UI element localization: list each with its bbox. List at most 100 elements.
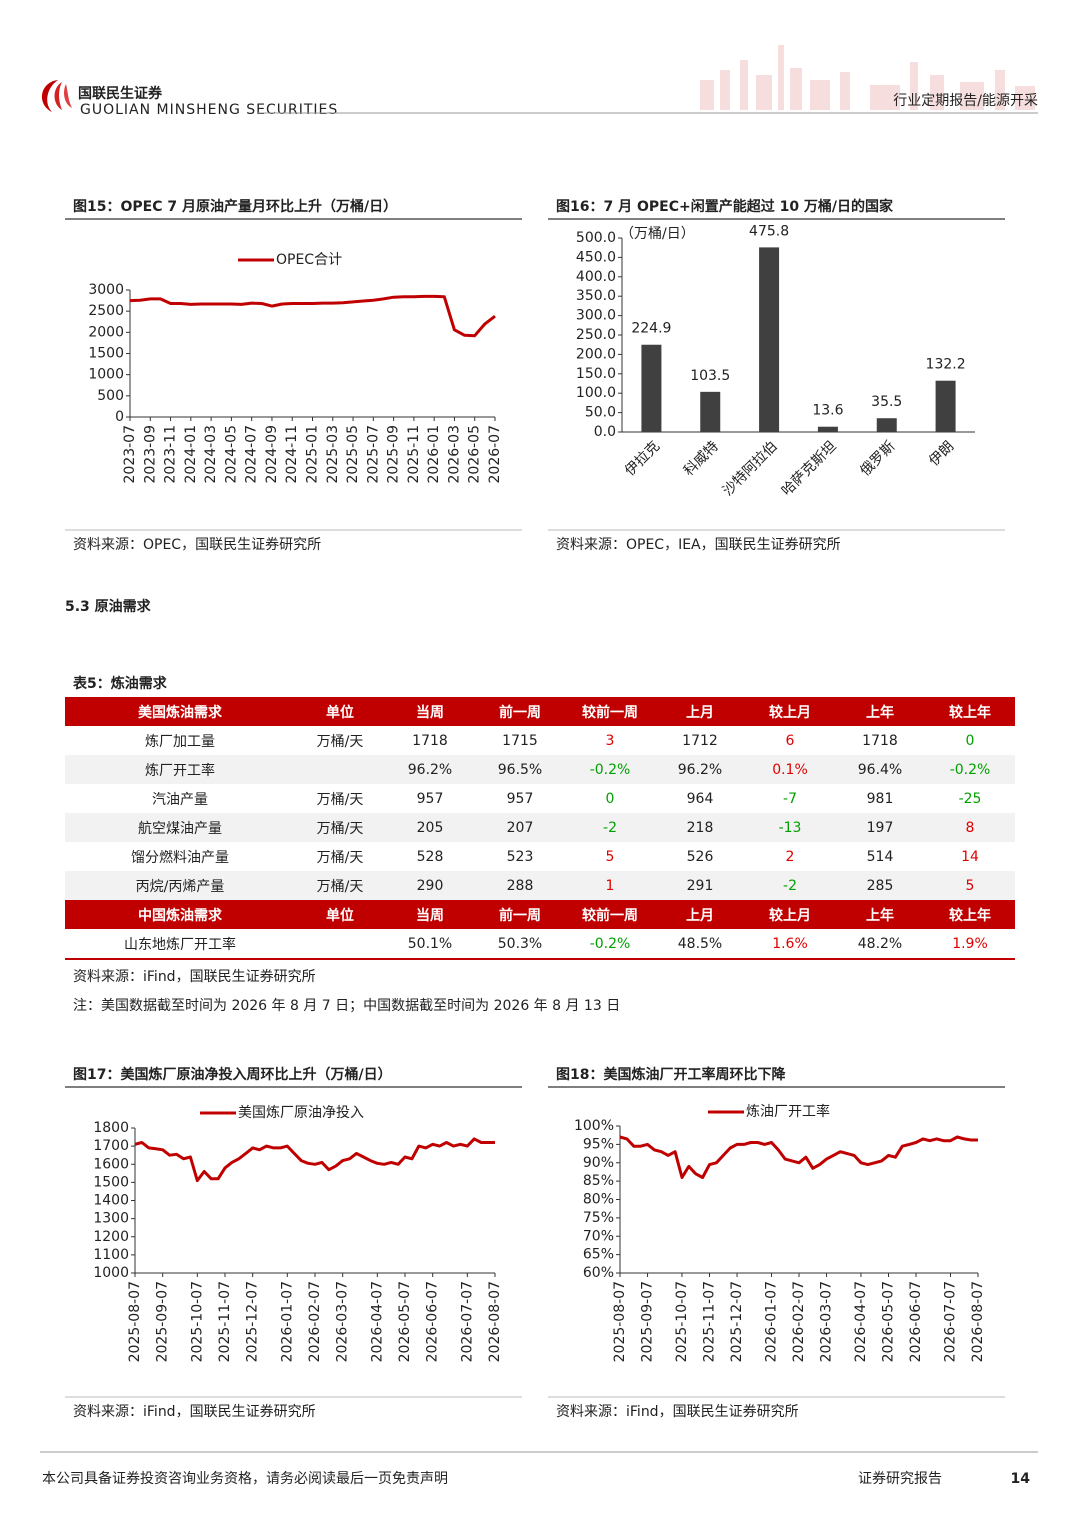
table-note: 注：美国数据截至时间为 2026 年 8 月 7 日；中国数据截至时间为 202… <box>73 998 620 1014</box>
table-cell: 957 <box>506 790 534 807</box>
table-cell: 218 <box>655 813 745 842</box>
y-tick-label: 150.0 <box>576 366 616 382</box>
x-tick-label: 沙特阿拉伯 <box>720 438 781 499</box>
x-tick-label: 2025-07 <box>365 425 381 484</box>
table-cell: 5 <box>605 848 615 865</box>
y-tick-label: 200.0 <box>576 346 616 362</box>
y-tick-label: 1500 <box>88 346 124 362</box>
table-cell: 197 <box>835 813 925 842</box>
x-tick-label: 2025-11 <box>406 425 422 484</box>
table-cell: 96.2% <box>385 755 475 784</box>
table-cell: -0.2% <box>565 929 655 960</box>
x-tick-label: 2026-01-07 <box>279 1281 295 1362</box>
table-cell: 单位 <box>295 697 385 726</box>
table-cell: 288 <box>475 871 565 900</box>
y-tick-label: 80% <box>583 1192 614 1208</box>
x-tick-label: 2026-06-07 <box>425 1281 441 1362</box>
table-title: 表5：炼油需求 <box>72 675 168 692</box>
x-tick-label: 2025-05 <box>345 425 361 484</box>
x-tick-label: 2025-10-07 <box>674 1281 690 1362</box>
table-cell: 炼厂开工率 <box>65 755 295 784</box>
table-cell: -2 <box>745 871 835 900</box>
table-cell: 523 <box>506 848 534 865</box>
table-source: 资料来源：iFind，国联民生证券研究所 <box>73 969 316 985</box>
x-tick-label: 2025-10-07 <box>189 1281 205 1362</box>
x-tick-label: 哈萨克斯坦 <box>779 438 840 499</box>
y-tick-label: 250.0 <box>576 327 616 343</box>
table-row: 山东地炼厂开工率 50.1% 50.3% -0.2% 48.5% 1.6% 48.2% 1.9… <box>65 929 1015 960</box>
y-axis-label: （万桶/日） <box>620 226 695 242</box>
table-cell: 前一周 <box>475 697 565 726</box>
table-cell: 当周 <box>385 900 475 929</box>
table-cell: 汽油产量 <box>152 791 208 808</box>
table-cell: 48.2% <box>835 929 925 960</box>
y-tick-label: 400.0 <box>576 269 616 285</box>
table-cell: 14 <box>961 848 979 865</box>
chart-source: 资料来源：iFind，国联民生证券研究所 <box>556 1404 799 1420</box>
x-tick-label: 2024-11 <box>284 425 300 484</box>
x-tick-label: 2026-05-07 <box>881 1281 897 1362</box>
skyline <box>700 45 1035 110</box>
y-tick-label: 500 <box>97 388 124 404</box>
table-cell: 馏分燃料油产量 <box>131 849 229 866</box>
x-tick-label: 2026-04-07 <box>369 1281 385 1362</box>
y-tick-label: 2500 <box>88 303 124 319</box>
x-tick-label: 2026-02-07 <box>307 1281 323 1362</box>
y-tick-label: 1500 <box>93 1174 129 1190</box>
table-cell: 0 <box>965 732 975 749</box>
table-row: 炼厂开工率 96.2% 96.5% -0.2% 96.2% 0.1% 96.4% -0.2% <box>65 755 1015 784</box>
table-cell: 上月 <box>655 697 745 726</box>
x-tick-label: 2026-03 <box>446 425 462 484</box>
table-cell: 当周 <box>385 697 475 726</box>
x-tick-label: 2026-01 <box>426 425 442 484</box>
bar <box>759 247 780 432</box>
y-tick-label: 100% <box>574 1118 614 1134</box>
table-cell: 丙烷/丙烯产量 <box>65 871 295 900</box>
x-tick-label: 2024-09 <box>264 425 280 484</box>
y-tick-label: 2000 <box>88 324 124 340</box>
table-cell: 981 <box>866 790 894 807</box>
table-cell: 514 <box>866 848 894 865</box>
x-tick-label: 2026-01-07 <box>763 1281 779 1362</box>
chart-title: 图15：OPEC 7 月原油产量月环比上升（万桶/日） <box>73 198 397 215</box>
y-tick-label: 95% <box>583 1136 614 1152</box>
table-cell: 万桶/天 <box>316 791 364 808</box>
bar <box>817 426 838 432</box>
table-cell: 285 <box>835 871 925 900</box>
table-cell: 2 <box>785 848 795 865</box>
table-cell: 万桶/天 <box>316 733 364 750</box>
bar <box>876 418 897 432</box>
y-tick-label: 75% <box>583 1210 614 1226</box>
x-tick-label: 2026-03-07 <box>335 1281 351 1362</box>
table-cell: 96.5% <box>475 755 565 784</box>
y-tick-label: 65% <box>583 1247 614 1263</box>
y-tick-label: 50.0 <box>585 405 616 421</box>
value-label: 224.9 <box>631 321 671 337</box>
page-number: 14 <box>1011 1471 1031 1487</box>
table-cell: 6 <box>785 732 795 749</box>
x-tick-label: 2026-07 <box>487 425 503 484</box>
chart-title: 图16：7 月 OPEC+闲置产能超过 10 万桶/日的国家 <box>556 198 894 215</box>
x-tick-label: 2024-05 <box>223 425 239 484</box>
table-cell: 较上月 <box>745 900 835 929</box>
table-cell: 207 <box>475 813 565 842</box>
y-tick-label: 100.0 <box>576 385 616 401</box>
x-tick-label: 俄罗斯 <box>857 438 898 479</box>
x-tick-label: 2026-07-07 <box>942 1281 958 1362</box>
y-tick-label: 1700 <box>93 1138 129 1154</box>
table-cell: 957 <box>416 790 444 807</box>
disclaimer: 本公司具备证券投资咨询业务资格，请务必阅读最后一页免责声明 <box>42 1470 448 1487</box>
x-tick-label: 2023-07 <box>122 425 138 484</box>
table-row: 丙烷/丙烯产量 万桶/天 290 288 1 291 -2 285 5 <box>65 871 1015 900</box>
value-label: 35.5 <box>871 394 902 410</box>
table-cell: 上年 <box>835 697 925 726</box>
table-cell: 1.6% <box>745 929 835 960</box>
y-tick-label: 350.0 <box>576 288 616 304</box>
table-cell: 1712 <box>682 732 718 749</box>
table-cell: 48.5% <box>655 929 745 960</box>
brand-en: GUOLIAN MINSHENG SECURITIES <box>80 102 338 118</box>
x-tick-label: 2023-09 <box>142 425 158 484</box>
chart-source: 资料来源：iFind，国联民生证券研究所 <box>73 1404 316 1420</box>
